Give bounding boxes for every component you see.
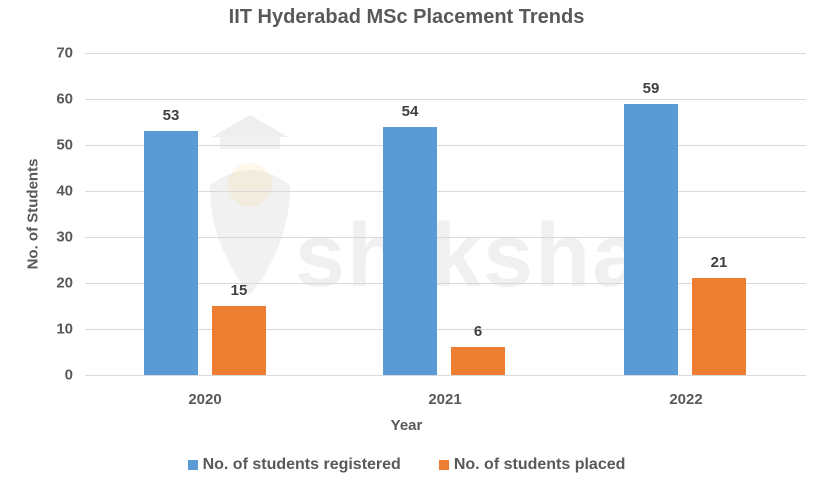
bar-registered bbox=[144, 131, 198, 375]
data-label: 21 bbox=[710, 254, 728, 272]
chart-title: IIT Hyderabad MSc Placement Trends bbox=[228, 6, 585, 28]
y-tick: 30 bbox=[56, 228, 73, 246]
data-label: 6 bbox=[473, 323, 483, 341]
x-tick: 2022 bbox=[669, 391, 703, 408]
gridline bbox=[85, 283, 806, 284]
legend-swatch-icon bbox=[438, 460, 449, 470]
data-label: 54 bbox=[401, 102, 419, 120]
gridline bbox=[85, 99, 806, 100]
y-tick: 40 bbox=[56, 182, 73, 200]
y-tick: 0 bbox=[64, 366, 73, 384]
y-axis-label: No. of Students bbox=[24, 158, 42, 270]
legend: No. of students registered No. of studen… bbox=[0, 456, 813, 474]
gridline bbox=[85, 145, 806, 146]
legend-item-registered[interactable]: No. of students registered bbox=[187, 456, 401, 474]
bar-placed bbox=[451, 347, 505, 375]
y-tick: 50 bbox=[56, 136, 73, 154]
x-axis-label: Year bbox=[390, 417, 423, 434]
legend-swatch-icon bbox=[187, 460, 198, 470]
data-label: 59 bbox=[642, 79, 660, 97]
y-tick: 70 bbox=[56, 44, 73, 62]
bar-registered bbox=[624, 103, 678, 375]
bar-placed bbox=[692, 278, 746, 375]
bar-registered bbox=[383, 126, 437, 375]
gridline bbox=[85, 191, 806, 192]
y-tick: 60 bbox=[56, 90, 73, 108]
x-tick: 2020 bbox=[188, 391, 222, 408]
legend-item-placed[interactable]: No. of students placed bbox=[438, 456, 626, 474]
gridline bbox=[85, 53, 806, 54]
gridline bbox=[85, 329, 806, 330]
x-axis-line bbox=[85, 375, 806, 376]
gridline bbox=[85, 237, 806, 238]
x-tick: 2021 bbox=[428, 391, 462, 408]
y-tick: 10 bbox=[56, 320, 73, 338]
bar-placed bbox=[212, 306, 266, 375]
data-label: 53 bbox=[162, 107, 180, 125]
legend-label: No. of students registered bbox=[202, 456, 401, 473]
legend-label: No. of students placed bbox=[453, 456, 626, 473]
y-tick: 20 bbox=[56, 274, 73, 292]
data-label: 15 bbox=[230, 282, 248, 299]
plot-area: 0 10 20 30 40 50 60 70 53 54 59 15 6 21 2020 … bbox=[56, 45, 806, 408]
